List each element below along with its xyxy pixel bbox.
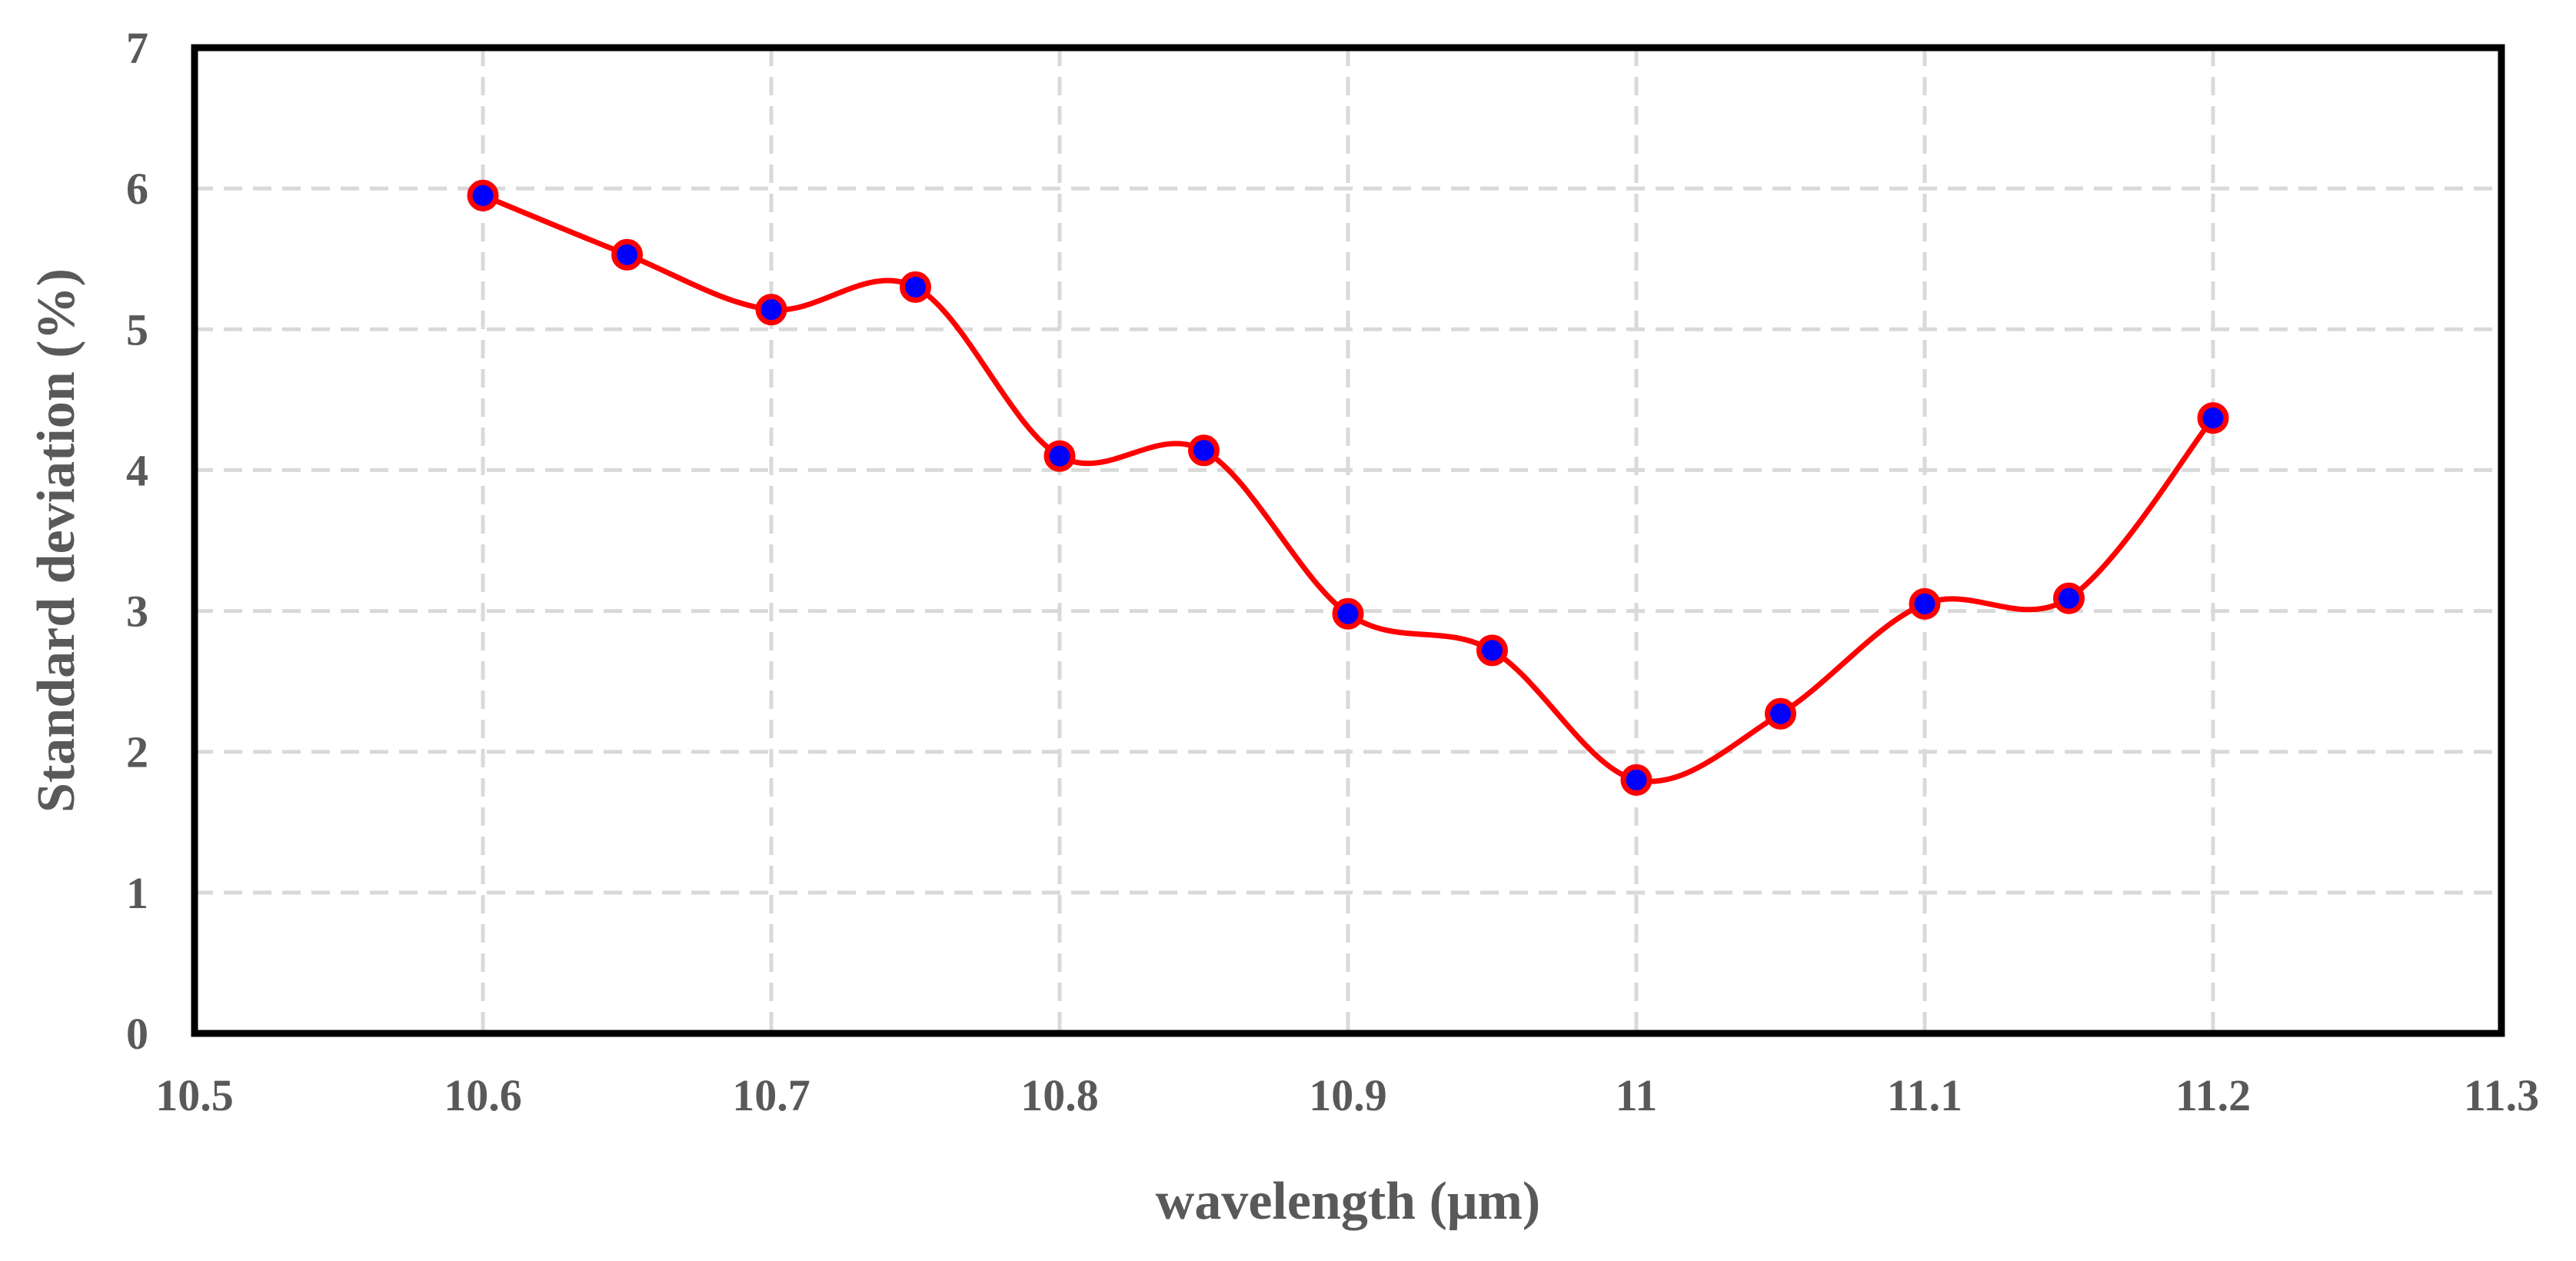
gridlines <box>195 48 2501 1033</box>
data-point-11.2 <box>2197 402 2229 434</box>
data-point-10.65 <box>611 238 643 271</box>
data-point-10.95 <box>1476 634 1508 667</box>
x-tick-label: 11 <box>1616 1070 1658 1120</box>
y-tick-label: 2 <box>126 727 148 777</box>
plot-frame <box>191 44 2505 1037</box>
data-point-10.8 <box>1043 440 1076 472</box>
x-axis-title: wavelength (μm) <box>1156 1172 1540 1231</box>
x-tick-label: 11.1 <box>1887 1070 1962 1120</box>
data-point-10.9 <box>1332 597 1364 630</box>
data-point-11.05 <box>1765 697 1796 730</box>
data-point-11.15 <box>2053 582 2085 614</box>
x-tick-label: 10.9 <box>1309 1070 1387 1120</box>
y-tick-label: 1 <box>126 868 148 918</box>
data-point-11 <box>1620 764 1652 796</box>
x-tick-label: 10.5 <box>155 1070 234 1120</box>
data-point-10.85 <box>1188 434 1220 467</box>
data-point-11.1 <box>1909 587 1941 620</box>
x-tick-label: 11.3 <box>2464 1070 2539 1120</box>
y-tick-label: 7 <box>126 23 148 73</box>
x-tick-label: 11.2 <box>2175 1070 2251 1120</box>
x-tick-label: 10.7 <box>732 1070 810 1120</box>
x-tick-label: 10.8 <box>1020 1070 1099 1120</box>
y-tick-label: 4 <box>126 445 148 495</box>
x-tick-label: 10.6 <box>444 1070 522 1120</box>
data-point-10.6 <box>467 179 499 211</box>
y-axis-title: Standard deviation (%) <box>27 268 86 813</box>
x-tick-labels: 10.5 10.6 10.7 10.8 10.9 11 11.1 11.2 11.3 <box>155 1070 2539 1120</box>
y-tick-label: 3 <box>126 587 148 637</box>
data-point-10.75 <box>900 271 931 303</box>
y-tick-labels: 0 1 2 3 4 5 6 7 <box>126 23 148 1059</box>
y-tick-label: 5 <box>126 304 148 354</box>
data-points <box>467 179 2229 796</box>
y-tick-label: 6 <box>126 164 148 214</box>
data-point-10.7 <box>755 294 787 326</box>
y-tick-label: 0 <box>126 1009 148 1059</box>
